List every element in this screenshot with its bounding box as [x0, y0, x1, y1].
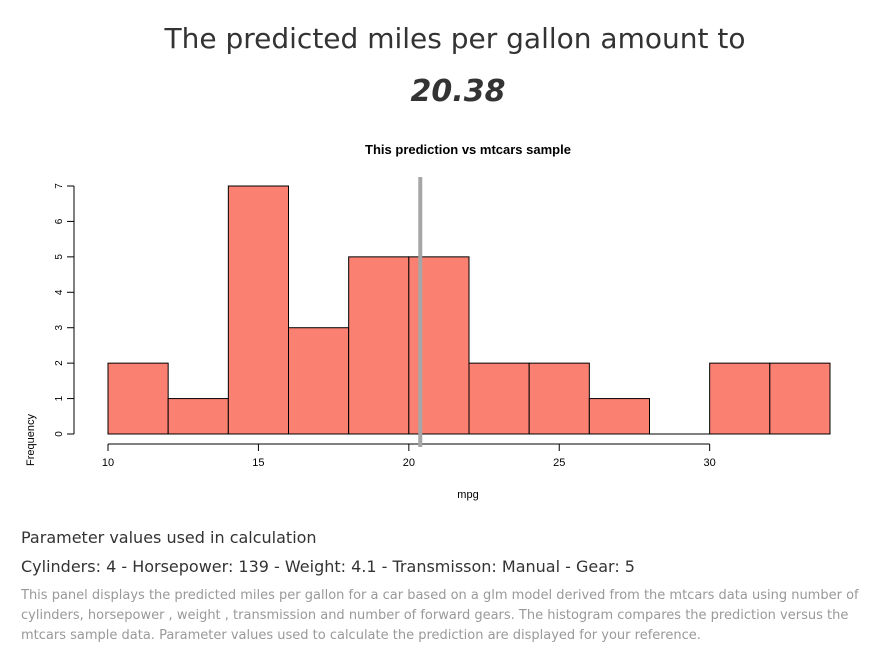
x-tick-label: 30 — [704, 457, 716, 469]
chart-title: This prediction vs mtcars sample — [365, 142, 571, 157]
y-tick-label: 3 — [54, 324, 65, 330]
histogram-bar — [769, 362, 831, 435]
histogram-bar — [288, 327, 350, 435]
y-axis: 0 1 2 3 4 5 6 7 — [54, 183, 75, 437]
y-axis-label: Frequency — [25, 414, 37, 466]
histogram-bar — [227, 185, 289, 435]
parameters-heading: Parameter values used in calculation — [21, 528, 317, 547]
y-tick-label: 4 — [54, 289, 65, 295]
y-tick-label: 1 — [54, 395, 65, 401]
y-tick-label: 5 — [54, 254, 65, 260]
prediction-value: 20.38 — [410, 74, 506, 109]
histogram-bar — [408, 256, 470, 435]
x-tick-label: 10 — [102, 457, 114, 469]
histogram-bar — [468, 362, 530, 435]
histogram-bar — [588, 398, 650, 435]
x-tick-label: 20 — [403, 457, 415, 469]
histogram-bar — [528, 362, 590, 435]
x-axis: 10 15 20 25 30 — [102, 443, 716, 469]
x-tick-label: 25 — [553, 457, 565, 469]
y-tick-label: 7 — [54, 183, 65, 189]
y-tick-label: 6 — [54, 218, 65, 224]
histogram-bar — [167, 398, 229, 435]
x-axis-label: mpg — [457, 489, 478, 501]
histogram-bar — [107, 362, 169, 435]
x-tick-label: 15 — [252, 457, 264, 469]
histogram-bar — [348, 256, 410, 435]
mpg-histogram: This prediction vs mtcars sample 0 1 2 3 4 5 6… — [25, 142, 831, 501]
panel-description: This panel displays the predicted miles … — [21, 588, 859, 643]
histogram-bars — [107, 185, 831, 435]
y-tick-label: 0 — [54, 431, 65, 437]
y-tick-label: 2 — [54, 360, 65, 366]
histogram-bar — [709, 362, 771, 435]
parameters-values: Cylinders: 4 - Horsepower: 139 - Weight:… — [21, 557, 635, 576]
headline: The predicted miles per gallon amount to — [164, 22, 746, 55]
